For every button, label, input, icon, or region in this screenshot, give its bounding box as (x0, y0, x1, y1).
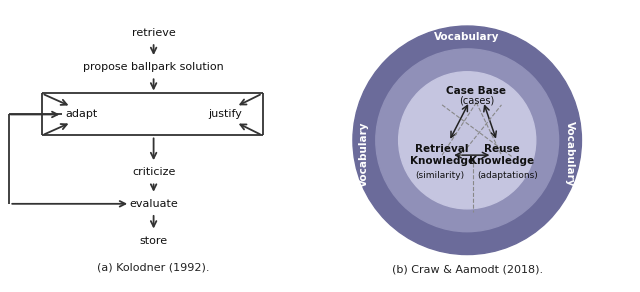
Text: Vocabulary: Vocabulary (360, 121, 369, 187)
Text: (cases): (cases) (459, 95, 494, 105)
Text: Vocabulary: Vocabulary (565, 121, 575, 187)
Text: adapt: adapt (65, 110, 97, 119)
Text: Retrieval
Knowledge: Retrieval Knowledge (410, 144, 475, 166)
Text: (b) Craw & Aamodt (2018).: (b) Craw & Aamodt (2018). (392, 264, 543, 274)
Text: justify: justify (208, 110, 242, 119)
Text: evaluate: evaluate (129, 199, 178, 209)
Circle shape (353, 26, 582, 255)
Text: propose ballpark solution: propose ballpark solution (83, 62, 224, 72)
Text: Case Base: Case Base (446, 86, 506, 96)
Text: store: store (140, 236, 168, 246)
Circle shape (376, 49, 559, 232)
Text: (a) Kolodner (1992).: (a) Kolodner (1992). (97, 262, 210, 272)
Text: retrieve: retrieve (132, 28, 175, 38)
Text: (adaptations): (adaptations) (477, 171, 538, 180)
Text: criticize: criticize (132, 167, 175, 177)
Text: Vocabulary: Vocabulary (435, 32, 500, 42)
Text: (similarity): (similarity) (415, 171, 465, 180)
Circle shape (399, 72, 536, 209)
Text: Reuse
Knowledge: Reuse Knowledge (469, 144, 534, 166)
